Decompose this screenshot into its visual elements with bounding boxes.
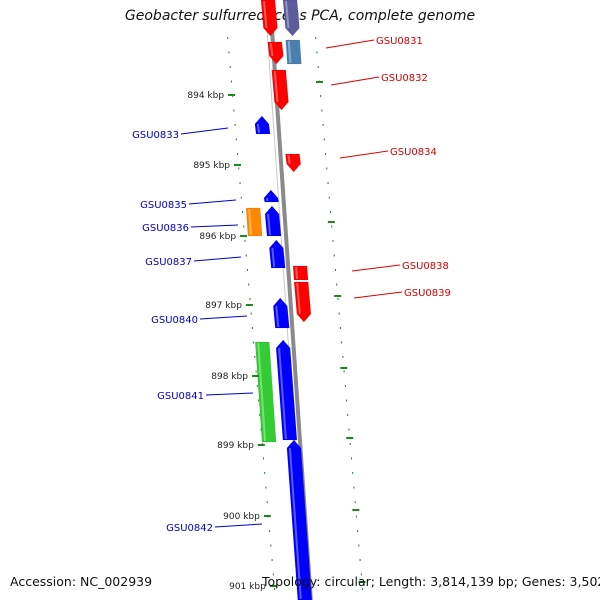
gene-highlight (296, 282, 301, 315)
gene-leader-line (214, 523, 263, 528)
kbp-label: 900 kbp (223, 512, 260, 522)
gene-arrow (285, 39, 302, 65)
gene-highlight (257, 342, 267, 442)
gene-leader-line (180, 127, 229, 135)
gene-leader-line (325, 39, 375, 49)
gene-highlight (295, 266, 299, 280)
topology-text: Topology: circular; Length: 3,814,139 bp… (262, 574, 600, 589)
gene-arrow (271, 69, 289, 111)
gene-arrow (292, 265, 309, 281)
gene-leader-line (193, 256, 242, 262)
gene-highlight (287, 40, 292, 64)
gene-label: GSU0833 (132, 130, 179, 141)
gene-leader-line (351, 264, 401, 272)
gene-leader-line (353, 291, 403, 299)
gene-labels: GSU0831 GSU0832 GSU0833 GSU0834 GSU0835 GSU08… (132, 36, 451, 534)
gene-arrow (245, 207, 263, 237)
kbp-label: 896 kbp (199, 232, 236, 242)
gene-highlight (275, 305, 280, 328)
gene-highlight (273, 70, 279, 103)
gene-highlight (256, 123, 261, 134)
kbp-label: 901 kbp (229, 582, 266, 592)
gene-label: GSU0835 (140, 200, 187, 211)
gene-arrow (264, 205, 282, 237)
kbp-label: 897 kbp (205, 301, 242, 311)
gene-highlight (287, 154, 291, 165)
gene-highlight (263, 0, 268, 29)
gene-arrow (269, 239, 286, 269)
gene-leader-line (205, 392, 254, 396)
gene-leader-line (330, 76, 380, 86)
outer-tick-track (315, 37, 366, 590)
map-title: Geobacter sulfurreducens PCA, complete g… (124, 8, 476, 24)
gene-arrow (273, 297, 290, 329)
inner-tick-track (227, 37, 276, 590)
gene-label: GSU0832 (381, 73, 428, 84)
gene-label: GSU0842 (166, 523, 213, 534)
gene-label: GSU0834 (390, 147, 437, 158)
gene-label: GSU0831 (376, 36, 423, 47)
gene-features (245, 0, 313, 600)
gene-arrow (263, 189, 280, 203)
gene-leader-line (199, 315, 248, 320)
gene-arrow (286, 439, 313, 600)
gene-arrow (260, 0, 278, 37)
gene-label: GSU0839 (404, 288, 451, 299)
gene-leader-line (339, 150, 389, 159)
gene-leader-line (190, 224, 239, 228)
gene-arrow (285, 153, 301, 173)
gene-highlight (265, 197, 269, 202)
gene-leader-line (188, 199, 237, 205)
gene-arrow (254, 341, 277, 443)
gene-highlight (285, 0, 290, 29)
gene-highlight (269, 42, 274, 57)
kbp-label: 894 kbp (187, 91, 224, 101)
gene-label: GSU0837 (145, 257, 192, 268)
gene-highlight (267, 213, 272, 236)
gene-highlight (271, 247, 276, 268)
accession-text: Accession: NC_002939 (10, 574, 153, 589)
gene-arrow (275, 339, 298, 441)
gene-arrow (254, 115, 271, 135)
gene-arrow (282, 0, 300, 37)
gene-label: GSU0836 (142, 223, 189, 234)
gene-label: GSU0841 (157, 391, 204, 402)
gene-label: GSU0838 (402, 261, 449, 272)
kbp-scale: 894 kbp 895 kbp 896 kbp 897 kbp 898 kbp 899 k… (187, 91, 277, 592)
kbp-label: 899 kbp (217, 441, 254, 451)
gene-highlight (278, 347, 287, 440)
kbp-label: 895 kbp (193, 161, 230, 171)
gene-highlight (248, 208, 253, 236)
kbp-label: 898 kbp (211, 372, 248, 382)
gene-arrow (293, 281, 312, 323)
gene-highlight (288, 447, 302, 600)
gene-label: GSU0840 (151, 315, 198, 326)
gene-arrow (267, 41, 284, 65)
